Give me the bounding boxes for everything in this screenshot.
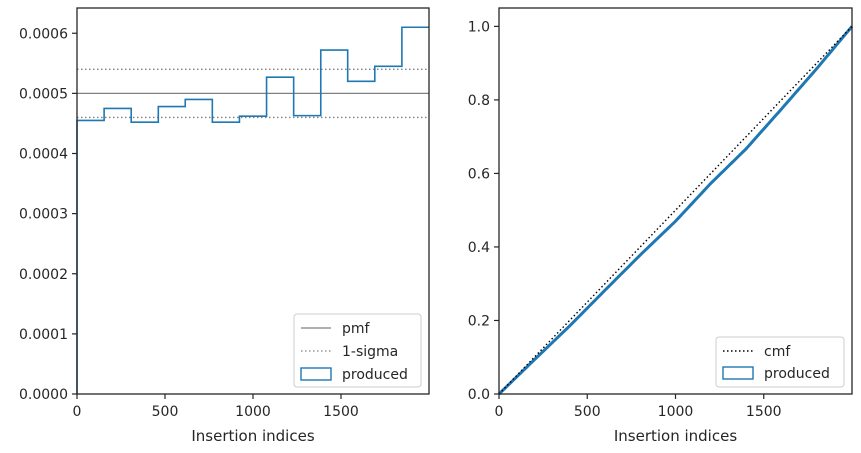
cumulative-axes-frame (498, 7, 853, 395)
histogram-x-tick-label: 500 (152, 404, 179, 420)
legend-label-cmf: cmf (764, 344, 791, 360)
produced-step-histogram (76, 26, 429, 394)
histogram-y-tick-label: 0.0001 (19, 327, 68, 343)
produced-cumulative-curve (497, 25, 854, 396)
legend-label-1-sigma: 1-sigma (342, 344, 398, 360)
legend-produced-swatch (722, 366, 754, 380)
histogram-x-tick-label: 1500 (323, 404, 359, 420)
cumulative-x-ticks: 0 500 1000 1500 (495, 394, 782, 420)
histogram-panel: 0 500 1000 1500 0.00000.00010.00020.00030.0… (19, 7, 430, 445)
histogram-y-tick-label: 0.0000 (19, 387, 68, 403)
cumulative-x-tick-label: 1500 (746, 404, 782, 420)
histogram-y-ticks: 0.0000 0.0001 0.0002 0.0003 0.0004 0.0005 0.00… (19, 26, 77, 403)
cumulative-x-axis-label: Insertion indices (614, 427, 737, 445)
cumulative-legend: cmf produced (715, 336, 845, 388)
cumulative-y-tick-label: 0.0 (468, 387, 490, 403)
cumulative-y-tick-label: 1.0 (468, 19, 490, 35)
cumulative-y-ticks: 0.0 0.2 0.4 0.6 0.8 1.0 (468, 19, 499, 403)
cumulative-panel: 0 500 1000 1500 0.0 0.2 0.4 0.6 0.8 1.0 Insertio… (468, 7, 854, 445)
legend-label-pmf: pmf (342, 321, 371, 337)
cumulative-y-tick-label: 0.6 (468, 166, 490, 182)
histogram-legend: pmf 1-sigma produced (293, 313, 422, 388)
histogram-x-tick-label: 0 (73, 404, 82, 420)
histogram-y-tick-label: 0.0003 (19, 207, 68, 223)
legend-produced-swatch (300, 367, 332, 381)
cumulative-legend-box (715, 336, 845, 388)
cumulative-y-tick-label: 0.8 (468, 93, 490, 109)
histogram-x-axis-label: Insertion indices (191, 427, 314, 445)
cumulative-y-tick-label: 0.2 (468, 313, 490, 329)
cumulative-y-tick-label: 0.4 (468, 240, 490, 256)
histogram-y-tick-label: 0.0005 (19, 86, 68, 102)
cumulative-x-tick-label: 500 (574, 404, 601, 420)
cumulative-plot-area (497, 25, 854, 396)
histogram-x-tick-label: 1000 (235, 404, 271, 420)
histogram-legend-box (293, 313, 422, 388)
histogram-y-tick-label: 0.0004 (19, 147, 68, 163)
histogram-x-ticks: 0 500 1000 1500 (73, 394, 359, 420)
cmf-line (498, 25, 853, 395)
legend-label-produced: produced (342, 367, 408, 383)
cumulative-x-tick-label: 1000 (658, 404, 694, 420)
legend-label-produced: produced (764, 366, 830, 382)
histogram-y-tick-label: 0.0006 (19, 26, 68, 42)
cumulative-x-tick-label: 0 (495, 404, 504, 420)
histogram-y-tick-label: 0.0002 (19, 267, 68, 283)
histogram-plot-area (76, 26, 429, 394)
